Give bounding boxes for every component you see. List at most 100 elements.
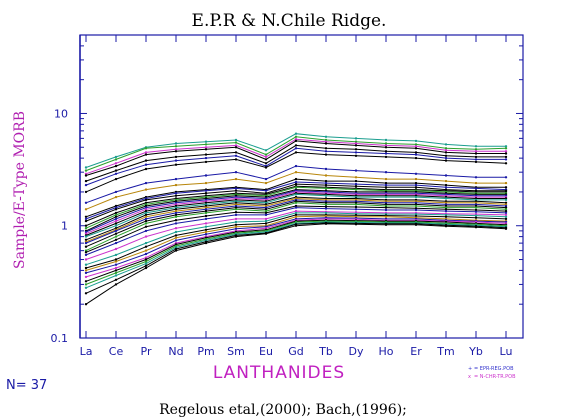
- series-point: [144, 260, 148, 263]
- x-tick-label: Gd: [288, 345, 304, 358]
- series-point: [474, 176, 478, 179]
- series-point: [414, 214, 418, 218]
- series-point: [264, 149, 268, 152]
- series-point: [324, 183, 328, 187]
- series-point: [174, 206, 178, 209]
- series-point: [144, 151, 148, 154]
- series-point: [354, 203, 358, 206]
- series-point: [414, 145, 418, 148]
- series-point: [234, 154, 238, 157]
- series-point: [114, 162, 118, 165]
- series-point: [84, 217, 88, 221]
- series-point: [114, 269, 118, 272]
- series-point: [414, 181, 418, 185]
- series-point: [174, 239, 178, 242]
- series-point: [294, 171, 298, 174]
- series-point: [474, 155, 478, 159]
- series-point: [114, 155, 118, 159]
- series-point: [84, 219, 88, 223]
- series-point: [504, 158, 508, 161]
- series-point: [84, 303, 88, 306]
- series-point: [174, 150, 178, 153]
- series-point: [444, 197, 448, 200]
- series-point: [174, 163, 178, 166]
- series-point: [384, 223, 388, 226]
- series-point: [414, 156, 418, 160]
- series-point: [414, 143, 418, 146]
- series-point: [204, 230, 208, 234]
- series-point: [474, 152, 478, 155]
- series-point: [174, 222, 178, 225]
- series-point: [174, 208, 178, 211]
- series-point: [354, 182, 358, 186]
- series-point: [144, 256, 148, 259]
- series-point: [174, 194, 178, 197]
- series-point: [84, 232, 88, 235]
- series-point: [444, 208, 448, 211]
- series-line-35: [85, 221, 507, 289]
- series-point: [444, 215, 448, 218]
- series-point: [504, 209, 508, 213]
- series-point: [144, 266, 148, 270]
- series-point: [324, 167, 328, 171]
- series-point: [144, 241, 148, 245]
- series-point: [384, 215, 388, 218]
- series-point: [354, 148, 358, 151]
- series-point: [114, 232, 118, 235]
- series-point: [444, 156, 448, 160]
- series-point: [324, 205, 328, 208]
- series-point: [174, 249, 178, 252]
- series-point: [84, 224, 88, 227]
- series-point: [204, 146, 208, 149]
- series-point: [204, 211, 208, 215]
- series-point: [144, 147, 148, 150]
- series-point: [414, 212, 418, 216]
- series-point: [144, 245, 148, 248]
- series-point: [234, 146, 238, 149]
- series-point: [324, 138, 328, 142]
- y-tick-label: 10: [54, 107, 68, 120]
- series-point: [84, 280, 88, 283]
- series-point: [204, 209, 208, 213]
- series-point: [84, 174, 88, 177]
- series-point: [324, 222, 328, 225]
- series-point: [84, 215, 88, 218]
- series-point: [84, 179, 88, 183]
- series-point: [84, 190, 88, 194]
- series-point: [414, 153, 418, 156]
- source-citation: Regelous etal,(2000); Bach,(1996);: [159, 402, 407, 418]
- x-tick-label: Er: [410, 345, 422, 358]
- series-point: [324, 181, 328, 185]
- series-point: [204, 140, 208, 143]
- series-point: [114, 283, 118, 286]
- series-point: [384, 177, 388, 181]
- series-point: [114, 260, 118, 263]
- series-point: [234, 225, 238, 228]
- series-point: [504, 176, 508, 179]
- series-point: [174, 236, 178, 239]
- series-point: [324, 211, 328, 215]
- series-point: [384, 146, 388, 149]
- series-point: [414, 204, 418, 208]
- series-point: [84, 235, 88, 238]
- series-point: [84, 269, 88, 272]
- series-point: [204, 225, 208, 228]
- series-point: [114, 229, 118, 233]
- series-point: [264, 153, 268, 156]
- series-point: [504, 211, 508, 215]
- series-point: [114, 253, 118, 257]
- series-point: [174, 183, 178, 187]
- series-point: [504, 155, 508, 159]
- series-point: [84, 172, 88, 175]
- series-point: [144, 206, 148, 209]
- series-point: [264, 213, 268, 217]
- series-point: [144, 159, 148, 162]
- series-point: [264, 217, 268, 221]
- series-point: [354, 142, 358, 145]
- series-point: [264, 158, 268, 161]
- series-point: [204, 143, 208, 146]
- series-point: [114, 258, 118, 261]
- series-point: [324, 142, 328, 145]
- series-point: [294, 186, 298, 189]
- series-point: [294, 132, 298, 135]
